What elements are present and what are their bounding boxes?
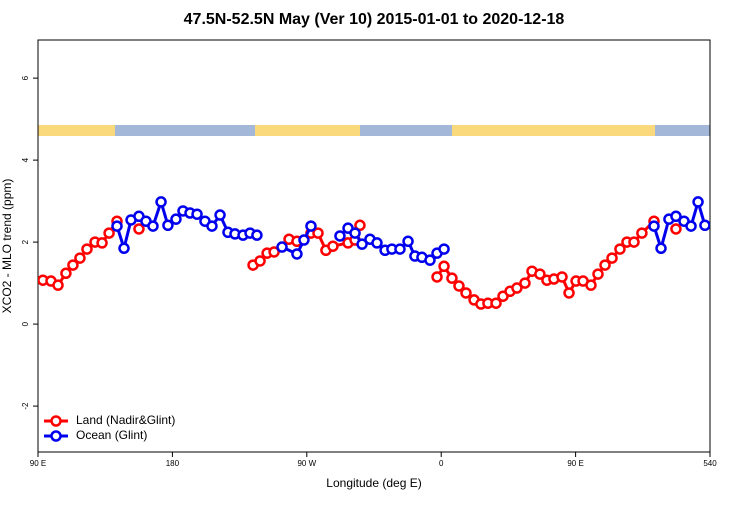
- legend-label: Land (Nadir&Glint): [76, 413, 175, 427]
- legend-label: Ocean (Glint): [76, 428, 147, 442]
- data-point: [453, 280, 465, 292]
- data-point: [438, 260, 450, 273]
- data-point: [606, 252, 618, 264]
- data-point: [327, 240, 339, 252]
- data-point: [52, 279, 64, 291]
- surface-strip: [38, 125, 710, 136]
- data-point: [74, 252, 86, 264]
- x-tick-label: 90 W: [297, 459, 316, 468]
- x-tick-label: 0: [439, 459, 444, 468]
- data-point: [305, 220, 317, 232]
- data-point: [563, 287, 575, 299]
- data-point: [511, 282, 523, 294]
- data-point: [118, 242, 130, 255]
- data-point: [191, 208, 203, 220]
- x-tick-label: 90 E: [567, 459, 583, 468]
- data-point: [685, 220, 697, 232]
- data-point: [424, 254, 436, 266]
- data-point: [628, 236, 640, 248]
- data-point: [490, 297, 502, 309]
- data-point: [147, 220, 159, 232]
- data-point: [312, 227, 324, 239]
- data-point: [356, 238, 368, 250]
- data-point: [556, 271, 568, 283]
- data-point: [394, 243, 406, 255]
- legend-marker: [50, 430, 62, 442]
- data-point: [354, 219, 366, 232]
- data-point: [155, 196, 167, 208]
- data-point: [371, 237, 383, 249]
- data-point: [251, 229, 263, 241]
- y-tick-label: 6: [21, 75, 30, 80]
- data-point: [599, 259, 611, 271]
- data-point: [648, 220, 660, 232]
- x-tick-label: 180: [166, 459, 180, 468]
- data-point: [431, 271, 443, 283]
- x-axis-label: Longitude (deg E): [326, 476, 421, 490]
- y-axis-label: XCO2 - MLO trend (ppm): [0, 179, 14, 314]
- data-point: [670, 223, 682, 235]
- x-tick-label: 90 E: [30, 459, 46, 468]
- data-point: [67, 259, 79, 271]
- data-point: [692, 196, 704, 208]
- data-point: [402, 235, 414, 248]
- data-point: [592, 268, 604, 280]
- data-point: [655, 242, 667, 255]
- plot-frame: [37, 39, 711, 453]
- data-point: [133, 223, 145, 235]
- chart-title: 47.5N-52.5N May (Ver 10) 2015-01-01 to 2…: [184, 11, 565, 28]
- x-tick-label: 540: [703, 459, 717, 468]
- data-point: [614, 243, 626, 255]
- data-point: [60, 267, 72, 280]
- data-point: [636, 227, 648, 239]
- data-point: [254, 255, 266, 267]
- data-point: [111, 220, 123, 232]
- data-point: [446, 272, 458, 284]
- data-point: [460, 287, 472, 299]
- data-point: [670, 210, 682, 223]
- data-point: [699, 219, 710, 232]
- data-point: [214, 209, 226, 221]
- plot-area: [38, 196, 710, 310]
- data-point: [349, 227, 361, 239]
- data-point: [206, 220, 218, 232]
- data-point: [585, 279, 597, 291]
- data-point: [170, 213, 182, 225]
- data-point: [438, 243, 450, 255]
- y-tick-label: 4: [21, 157, 30, 162]
- data-point: [534, 268, 546, 280]
- series-line: [281, 225, 313, 256]
- data-point: [298, 234, 310, 246]
- data-point: [81, 243, 93, 255]
- data-point: [291, 248, 303, 260]
- data-point: [334, 230, 346, 242]
- y-tick-label: 2: [21, 239, 30, 244]
- y-tick-label: 0: [21, 321, 30, 326]
- data-point: [103, 227, 115, 239]
- data-point: [268, 246, 280, 258]
- data-point: [162, 219, 174, 232]
- data-point: [96, 237, 108, 249]
- data-point: [519, 277, 531, 289]
- y-tick-label: -2: [21, 402, 30, 410]
- data-point: [276, 241, 288, 253]
- legend-marker: [50, 415, 62, 427]
